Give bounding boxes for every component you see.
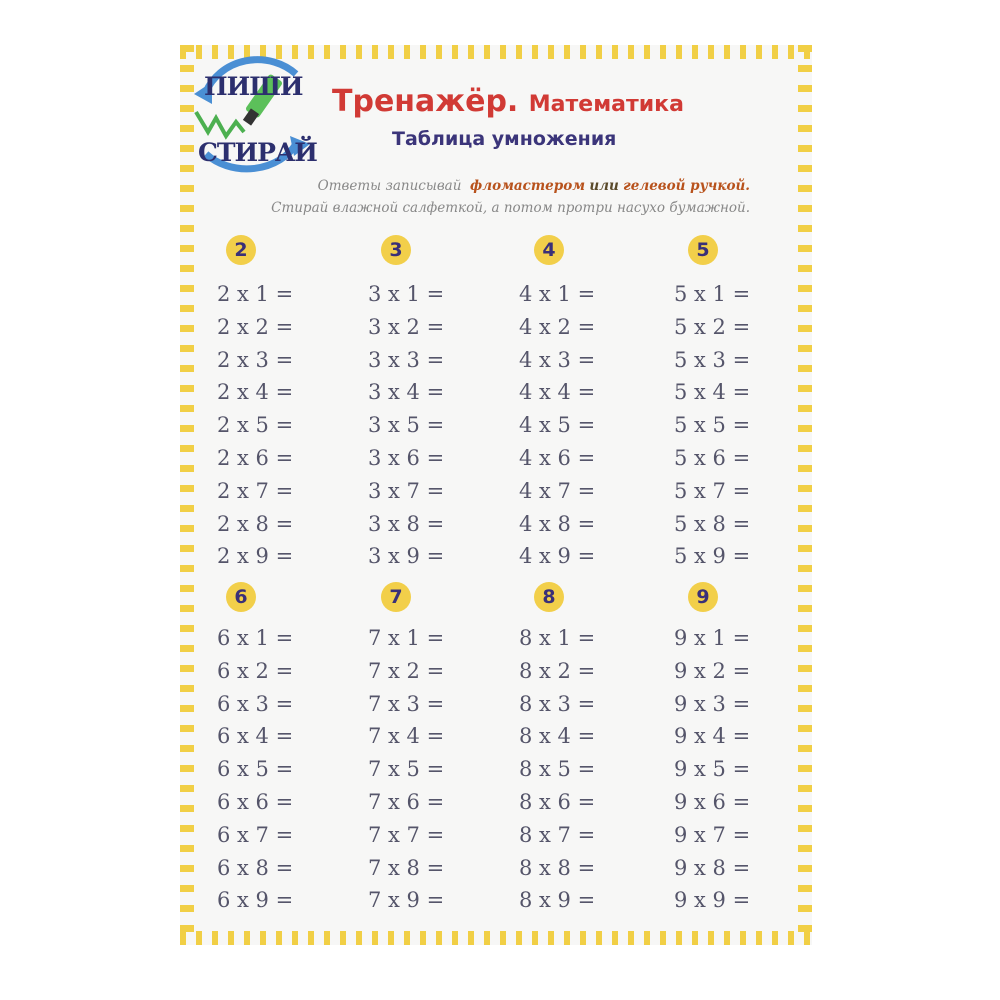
instruction-line-2: Стирай влажной салфеткой, а потом протри… (271, 200, 750, 216)
equation: 2 x 3 = (217, 347, 294, 372)
equation: 3 x 3 = (368, 347, 445, 372)
equation: 5 x 7 = (674, 478, 751, 503)
equation: 6 x 1 = (217, 626, 294, 650)
equation: 5 x 6 = (674, 446, 751, 470)
instruction-line-1: Ответы записывай фломастером или гелевой… (260, 178, 750, 194)
equation: 8 x 9 = (519, 888, 596, 913)
equation: 2 x 4 = (217, 380, 294, 405)
table-number-badge: 9 (688, 582, 718, 612)
equation: 2 x 5 = (217, 413, 294, 438)
equation: 7 x 6 = (368, 790, 445, 814)
equation: 3 x 2 = (368, 314, 445, 339)
equation: 3 x 4 = (368, 380, 445, 405)
equation: 6 x 5 = (217, 757, 294, 782)
table-number-badge: 4 (534, 235, 564, 265)
equation: 4 x 1 = (519, 282, 596, 306)
equation: 8 x 5 = (519, 757, 596, 782)
title-main: Тренажёр. (332, 84, 519, 119)
equation: 3 x 5 = (368, 413, 445, 438)
equation: 7 x 5 = (368, 757, 445, 782)
equation: 5 x 1 = (674, 282, 751, 306)
border-left (180, 45, 194, 945)
equation: 4 x 5 = (519, 413, 596, 438)
equation: 4 x 4 = (519, 380, 596, 405)
table-number-badge: 7 (381, 582, 411, 612)
equation: 9 x 2 = (674, 658, 751, 683)
equation: 8 x 4 = (519, 724, 596, 749)
table-number-badge: 8 (534, 582, 564, 612)
equation: 6 x 4 = (217, 724, 294, 749)
equation: 9 x 9 = (674, 888, 751, 913)
equation: 6 x 6 = (217, 790, 294, 814)
equation: 9 x 8 = (674, 855, 751, 880)
border-right (798, 45, 812, 945)
logo-text-top: ПИШИ (204, 72, 304, 101)
equation: 5 x 9 = (674, 544, 751, 569)
equation: 5 x 3 = (674, 347, 751, 372)
table-number-badge: 2 (226, 235, 256, 265)
equation: 5 x 5 = (674, 413, 751, 438)
equation: 2 x 1 = (217, 282, 294, 306)
equation: 8 x 7 = (519, 822, 596, 847)
equation: 4 x 6 = (519, 446, 596, 470)
equation: 6 x 7 = (217, 822, 294, 847)
equation: 2 x 2 = (217, 314, 294, 339)
equation: 4 x 3 = (519, 347, 596, 372)
instruction-highlight: гелевой ручкой. (623, 178, 750, 194)
instruction-text: Ответы записывай (317, 178, 462, 194)
instruction-highlight: фломастером (470, 178, 586, 194)
equation: 3 x 6 = (368, 446, 445, 470)
equation: 2 x 7 = (217, 478, 294, 503)
equation: 8 x 1 = (519, 626, 596, 650)
equation: 3 x 9 = (368, 544, 445, 569)
equation: 6 x 9 = (217, 888, 294, 913)
table-number-badge: 5 (688, 235, 718, 265)
equation: 4 x 2 = (519, 314, 596, 339)
equation: 6 x 8 = (217, 855, 294, 880)
table-number-badge: 3 (381, 235, 411, 265)
page-subtitle: Таблица умножения (392, 128, 617, 150)
equation: 3 x 8 = (368, 511, 445, 536)
equation: 9 x 3 = (674, 691, 751, 716)
equation: 7 x 8 = (368, 855, 445, 880)
equation: 4 x 7 = (519, 478, 596, 503)
equation: 8 x 2 = (519, 658, 596, 683)
title-sub: Математика (528, 92, 684, 117)
equation: 9 x 6 = (674, 790, 751, 814)
equation: 7 x 9 = (368, 888, 445, 913)
instruction-text: или (589, 178, 619, 194)
logo: ПИШИ СТИРАЙ (186, 52, 318, 182)
equation: 5 x 4 = (674, 380, 751, 405)
equation: 7 x 3 = (368, 691, 445, 716)
equation: 5 x 8 = (674, 511, 751, 536)
equation: 2 x 6 = (217, 446, 294, 470)
equation: 3 x 7 = (368, 478, 445, 503)
equation: 7 x 7 = (368, 822, 445, 847)
equation: 6 x 2 = (217, 658, 294, 683)
equation: 8 x 6 = (519, 790, 596, 814)
equation: 9 x 7 = (674, 822, 751, 847)
border-top (180, 45, 812, 59)
equation: 9 x 4 = (674, 724, 751, 749)
equation: 4 x 9 = (519, 544, 596, 569)
border-bottom (180, 931, 812, 945)
equation: 8 x 8 = (519, 855, 596, 880)
equation: 8 x 3 = (519, 691, 596, 716)
worksheet (180, 45, 812, 945)
equation: 3 x 1 = (368, 282, 445, 306)
equation: 5 x 2 = (674, 314, 751, 339)
table-number-badge: 6 (226, 582, 256, 612)
equation: 7 x 1 = (368, 626, 445, 650)
logo-text-bottom: СТИРАЙ (198, 138, 318, 167)
page-title: Тренажёр. Математика (332, 84, 684, 119)
equation: 2 x 8 = (217, 511, 294, 536)
equation: 2 x 9 = (217, 544, 294, 569)
equation: 7 x 2 = (368, 658, 445, 683)
equation: 9 x 1 = (674, 626, 751, 650)
logo-arrows-icon (194, 56, 310, 173)
equation: 6 x 3 = (217, 691, 294, 716)
equation: 7 x 4 = (368, 724, 445, 749)
equation: 9 x 5 = (674, 757, 751, 782)
equation: 4 x 8 = (519, 511, 596, 536)
